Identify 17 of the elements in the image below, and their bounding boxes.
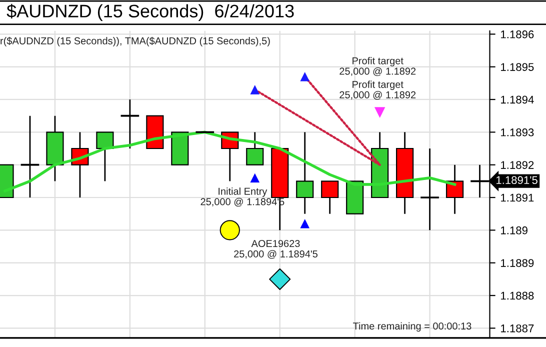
y-tick-label: 1.1895 (501, 63, 534, 71)
text: 1.1891'5 (496, 176, 538, 184)
y-tick-label: 1.1888 (501, 292, 534, 300)
y-tick-label: 1.1892 (501, 161, 534, 169)
y-tick-label: 1.1891 (501, 194, 534, 202)
y-tick-label: 1.1896 (501, 30, 534, 38)
y-tick-label: 1.1893 (501, 128, 534, 136)
annotation: Profit target 25,000 @ 1.1892 (340, 80, 416, 100)
annotation: AOE19623 25,000 @ 1.1894'5 (234, 240, 318, 259)
text: r($AUDNZD (15 Seconds)), TMA($AUDNZD (15 Seconds),5) (0, 36, 270, 46)
annotation: Profit target 25,000 @ 1.1892 (340, 56, 416, 76)
y-tick-label: 1.189 (501, 226, 528, 234)
annotation: Time remaining = 00:00:13 (353, 322, 472, 332)
y-tick-label: 1.1889 (501, 259, 534, 267)
chart-title: $AUDNZD (15 Seconds) 6/24/2013 (6, 4, 294, 22)
y-tick-label: 1.1887 (501, 324, 534, 332)
y-tick-label: 1.1894 (501, 96, 534, 104)
